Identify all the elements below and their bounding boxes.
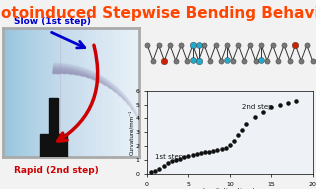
Point bbox=[215, 149, 220, 152]
X-axis label: Irradiation time/s: Irradiation time/s bbox=[203, 188, 257, 189]
Point bbox=[207, 150, 212, 153]
Point bbox=[190, 44, 195, 47]
Point bbox=[244, 122, 249, 125]
Point bbox=[179, 44, 184, 47]
Point bbox=[224, 59, 229, 62]
Point bbox=[165, 162, 170, 165]
Point bbox=[259, 44, 264, 47]
Point bbox=[299, 59, 304, 62]
Point bbox=[277, 103, 282, 106]
Point bbox=[196, 44, 201, 47]
Point bbox=[173, 59, 178, 62]
Point bbox=[213, 44, 218, 47]
Point bbox=[186, 154, 191, 157]
Point bbox=[293, 44, 298, 47]
Point bbox=[190, 59, 195, 62]
Point bbox=[185, 59, 190, 62]
Polygon shape bbox=[49, 98, 58, 157]
Point bbox=[211, 149, 216, 153]
Point bbox=[202, 44, 207, 47]
Point bbox=[194, 153, 199, 156]
Point bbox=[157, 167, 162, 170]
Point bbox=[219, 147, 224, 150]
Point bbox=[203, 151, 208, 154]
Point bbox=[259, 59, 264, 62]
Point bbox=[230, 59, 235, 62]
Point bbox=[236, 134, 241, 137]
Point bbox=[269, 106, 274, 109]
Point bbox=[153, 170, 158, 173]
Point bbox=[242, 59, 247, 62]
Text: 1st step: 1st step bbox=[155, 153, 183, 160]
Point bbox=[178, 157, 183, 160]
Y-axis label: Curvature/mm⁻¹: Curvature/mm⁻¹ bbox=[128, 110, 134, 155]
Point bbox=[310, 59, 315, 62]
Point bbox=[276, 59, 281, 62]
Point bbox=[287, 59, 292, 62]
Point bbox=[198, 152, 204, 155]
Point bbox=[270, 44, 275, 47]
Point bbox=[167, 44, 173, 47]
Point bbox=[196, 59, 201, 62]
Point bbox=[156, 44, 161, 47]
Point bbox=[260, 110, 265, 113]
Text: Photoinduced Stepwise Bending Behavior: Photoinduced Stepwise Bending Behavior bbox=[0, 6, 316, 21]
Point bbox=[253, 59, 258, 62]
Point bbox=[304, 44, 309, 47]
Point bbox=[145, 44, 150, 47]
Point bbox=[207, 59, 212, 62]
Point bbox=[232, 139, 237, 142]
Point bbox=[227, 143, 232, 146]
Point bbox=[224, 44, 229, 47]
Point bbox=[240, 128, 245, 131]
Point bbox=[162, 59, 167, 62]
Point bbox=[190, 154, 195, 157]
Polygon shape bbox=[40, 134, 67, 157]
Point bbox=[149, 171, 154, 174]
Point bbox=[285, 101, 290, 104]
Point bbox=[223, 146, 228, 149]
Point bbox=[252, 115, 257, 119]
Point bbox=[236, 44, 241, 47]
Point bbox=[219, 59, 224, 62]
Point bbox=[282, 44, 287, 47]
Text: Rapid (2nd step): Rapid (2nd step) bbox=[14, 166, 99, 175]
Text: 2nd step: 2nd step bbox=[242, 104, 273, 110]
Point bbox=[173, 159, 179, 162]
Point bbox=[182, 156, 187, 159]
Point bbox=[294, 100, 299, 103]
Text: Slow (1st step): Slow (1st step) bbox=[14, 17, 91, 26]
Point bbox=[169, 160, 174, 163]
Point bbox=[150, 59, 155, 62]
Point bbox=[161, 165, 166, 168]
Point bbox=[264, 59, 270, 62]
Point bbox=[247, 44, 252, 47]
